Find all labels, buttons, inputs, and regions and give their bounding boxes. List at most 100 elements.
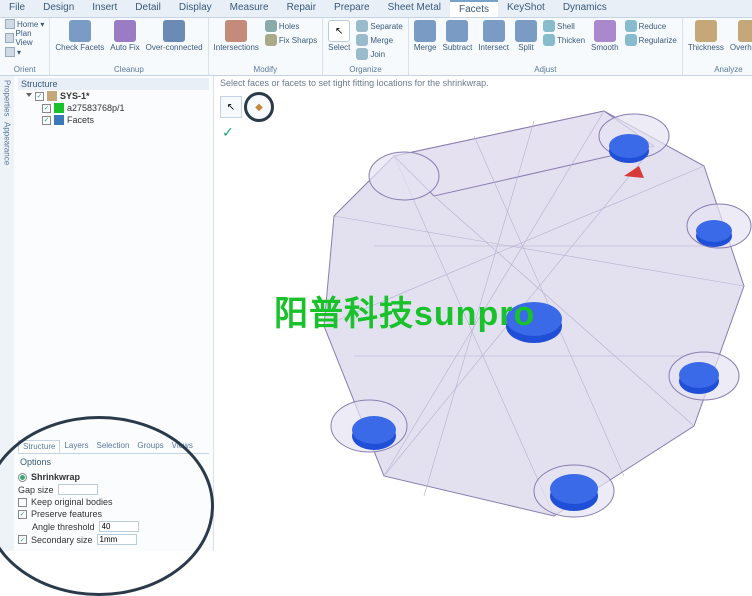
join-button[interactable]: Join <box>354 47 404 61</box>
overhangs-icon <box>738 20 752 42</box>
gap-size-label: Gap size <box>18 485 54 495</box>
tab-design[interactable]: Design <box>34 0 83 17</box>
separate-button[interactable]: Separate <box>354 19 404 33</box>
shrinkwrap-radio-row[interactable]: Shrinkwrap <box>18 472 209 482</box>
merge-org-label: Merge <box>370 36 393 45</box>
separate-label: Separate <box>370 22 402 31</box>
tab-keyshot[interactable]: KeyShot <box>498 0 554 17</box>
cleanup-group-label: Cleanup <box>53 64 204 74</box>
fix-sharps-button[interactable]: Fix Sharps <box>263 33 319 47</box>
keep-bodies-checkbox[interactable] <box>18 498 27 507</box>
tab-repair[interactable]: Repair <box>278 0 325 17</box>
overconnected-button[interactable]: Over-connected <box>144 19 205 53</box>
secondary-size-input[interactable] <box>97 534 137 545</box>
merge-button[interactable]: Merge <box>412 19 439 53</box>
model-view[interactable] <box>274 96 752 546</box>
merge-org-button[interactable]: Merge <box>354 33 404 47</box>
wrap-icon: ◆ <box>255 102 263 113</box>
opt-tab-groups[interactable]: Groups <box>133 440 167 453</box>
subtract-button[interactable]: Subtract <box>441 19 475 53</box>
intersect-label: Intersect <box>478 43 509 52</box>
tab-detail[interactable]: Detail <box>126 0 170 17</box>
select-button[interactable]: ↖Select <box>326 19 352 53</box>
menu-bar: File Design Insert Detail Display Measur… <box>0 0 752 18</box>
preserve-features-checkbox[interactable]: ✓ <box>18 510 27 519</box>
overhangs-button[interactable]: Overhangs <box>728 19 752 53</box>
intersections-icon <box>225 20 247 42</box>
tree-facets-label: Facets <box>67 115 94 125</box>
tab-prepare[interactable]: Prepare <box>325 0 379 17</box>
shell-icon <box>543 20 555 32</box>
tab-file[interactable]: File <box>0 0 34 17</box>
join-label: Join <box>370 50 385 59</box>
thicken-button[interactable]: Thicken <box>541 33 587 47</box>
angle-threshold-input[interactable] <box>99 521 139 532</box>
options-panel: Structure Layers Selection Groups Views … <box>14 436 213 551</box>
opt-tab-views[interactable]: Views <box>168 440 197 453</box>
viewport-toolbar: ↖ ◆ <box>220 92 274 122</box>
expand-icon[interactable] <box>26 93 32 100</box>
arrow-icon: ↖ <box>227 102 235 113</box>
shell-button[interactable]: Shell <box>541 19 587 33</box>
intersect-button[interactable]: Intersect <box>476 19 511 53</box>
part-checkbox[interactable]: ✓ <box>42 104 51 113</box>
thickness-label: Thickness <box>688 43 724 52</box>
ribbon: Home▾ Plan View ▾ Orient Check Facets Au… <box>0 18 752 76</box>
facets-checkbox[interactable]: ✓ <box>42 116 51 125</box>
plan-view-button[interactable]: Plan View <box>3 29 46 47</box>
tree-root[interactable]: ✓ SYS-1* <box>18 90 209 102</box>
intersections-button[interactable]: Intersections <box>212 19 261 53</box>
secondary-size-row[interactable]: ✓ Secondary size <box>18 534 209 545</box>
merge-label: Merge <box>414 43 437 52</box>
thickness-button[interactable]: Thickness <box>686 19 726 53</box>
tab-dynamics[interactable]: Dynamics <box>554 0 616 17</box>
tree-item-facets[interactable]: ✓ Facets <box>18 114 209 126</box>
keep-bodies-row[interactable]: Keep original bodies <box>18 497 209 507</box>
secondary-size-checkbox[interactable]: ✓ <box>18 535 27 544</box>
viewport-3d[interactable]: Select faces or facets to set tight fitt… <box>214 76 752 551</box>
auto-fix-button[interactable]: Auto Fix <box>108 19 141 53</box>
gap-size-row: Gap size <box>18 484 209 495</box>
tab-insert[interactable]: Insert <box>83 0 126 17</box>
root-checkbox[interactable]: ✓ <box>35 92 44 101</box>
sidetab-appearance[interactable]: Appearance <box>3 122 12 165</box>
shrinkwrap-radio[interactable] <box>18 473 27 482</box>
secondary-size-label: Secondary size <box>31 535 93 545</box>
plan-icon <box>5 33 14 43</box>
split-button[interactable]: Split <box>513 19 539 53</box>
tree-item-part[interactable]: ✓ a27583768p/1 <box>18 102 209 114</box>
merge-org-icon <box>356 34 368 46</box>
planview-label: Plan View <box>16 29 45 47</box>
check-facets-button[interactable]: Check Facets <box>53 19 106 53</box>
regularize-button[interactable]: Regularize <box>623 33 679 47</box>
preserve-features-row[interactable]: ✓ Preserve features <box>18 509 209 519</box>
tab-facets[interactable]: Facets <box>450 0 498 17</box>
check-facets-label: Check Facets <box>55 43 104 52</box>
facets-icon <box>54 115 64 125</box>
reduce-button[interactable]: Reduce <box>623 19 679 33</box>
opt-tab-selection[interactable]: Selection <box>92 440 133 453</box>
tool-select-button[interactable]: ↖ <box>220 96 242 118</box>
holes-icon <box>265 20 277 32</box>
home-icon <box>5 19 15 29</box>
preserve-features-label: Preserve features <box>31 509 102 519</box>
opt-tab-structure[interactable]: Structure <box>18 440 60 453</box>
tab-measure[interactable]: Measure <box>221 0 278 17</box>
opt-tab-layers[interactable]: Layers <box>60 440 92 453</box>
smooth-button[interactable]: Smooth <box>589 19 621 53</box>
holes-button[interactable]: Holes <box>263 19 319 33</box>
subtract-icon <box>446 20 468 42</box>
intersections-label: Intersections <box>214 43 259 52</box>
tool-shrinkwrap-button[interactable]: ◆ <box>244 92 274 122</box>
tab-sheetmetal[interactable]: Sheet Metal <box>379 0 450 17</box>
ok-check-icon[interactable]: ✓ <box>222 124 234 141</box>
gap-size-input[interactable] <box>58 484 98 495</box>
orient-more-button[interactable]: ▾ <box>3 47 46 57</box>
home-view-button[interactable]: Home▾ <box>3 19 46 29</box>
split-label: Split <box>518 43 534 52</box>
ribbon-group-analyze: Thickness Overhangs Analyze <box>683 18 752 75</box>
structure-header: Structure <box>18 78 209 90</box>
left-panel: Structure ✓ SYS-1* ✓ a27583768p/1 ✓ Face… <box>14 76 214 551</box>
sidetab-properties[interactable]: Properties <box>3 80 12 116</box>
tab-display[interactable]: Display <box>170 0 221 17</box>
